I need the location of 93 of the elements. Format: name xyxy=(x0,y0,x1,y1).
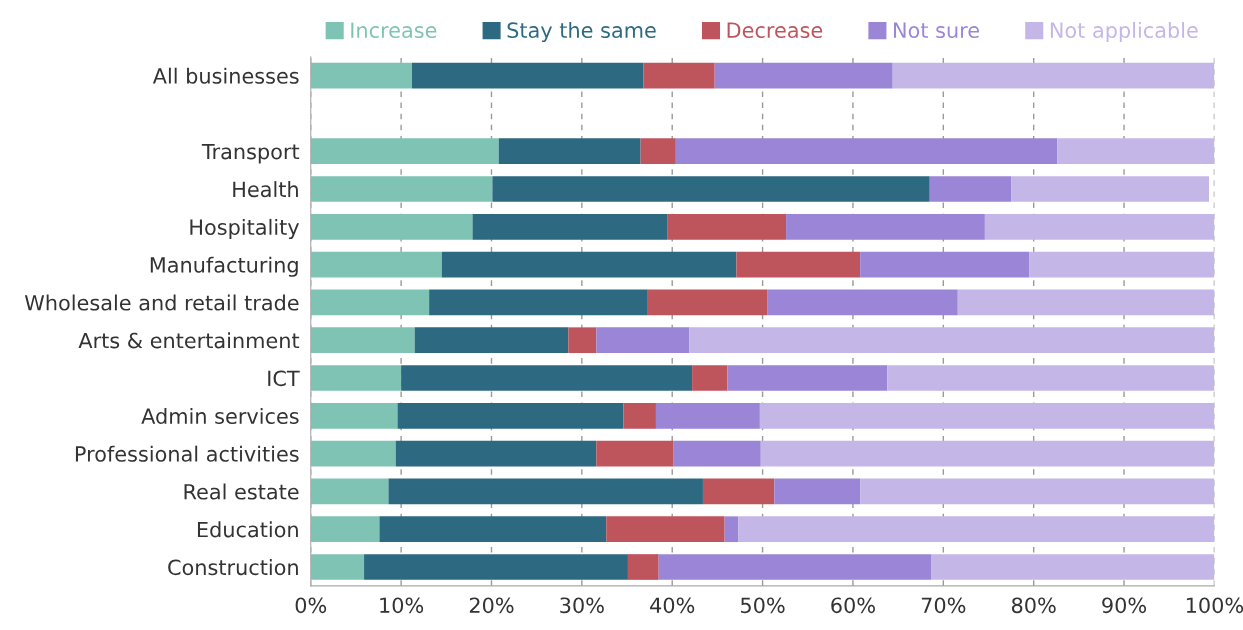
bar xyxy=(429,289,648,316)
bar xyxy=(401,365,693,391)
bar xyxy=(310,402,398,429)
legend-label: Decrease xyxy=(727,22,823,39)
legend-label: Not sure xyxy=(894,22,979,39)
bar xyxy=(643,62,715,89)
y-tick-label: Admin services xyxy=(141,407,299,425)
bar xyxy=(379,516,607,543)
x-tick-label: 40% xyxy=(650,597,695,614)
bar xyxy=(673,440,761,467)
x-tick-label: 100% xyxy=(1186,597,1243,614)
bar xyxy=(310,516,380,543)
bar xyxy=(647,289,768,316)
bar xyxy=(310,365,402,391)
bar xyxy=(310,554,365,580)
bar xyxy=(310,62,412,89)
x-tick-label: 0% xyxy=(295,597,327,614)
bar xyxy=(411,62,644,89)
bar xyxy=(606,516,725,543)
x-tick-label: 30% xyxy=(560,597,604,614)
legend-label: Increase xyxy=(351,22,437,39)
bar xyxy=(692,365,728,391)
bar xyxy=(984,213,1215,240)
bar xyxy=(364,554,628,580)
bar xyxy=(714,62,893,89)
y-tick-label: Hospitality xyxy=(190,218,300,240)
bar xyxy=(658,554,932,580)
bar xyxy=(736,251,861,278)
bar xyxy=(655,402,760,429)
bar xyxy=(498,138,641,165)
bar xyxy=(887,365,1215,391)
bar xyxy=(689,327,1215,354)
legend-label: Stay the same xyxy=(507,21,656,43)
bar xyxy=(892,62,1215,89)
x-tick-label: 60% xyxy=(831,597,875,614)
bar xyxy=(310,440,396,467)
bar xyxy=(759,402,1215,429)
bar xyxy=(640,138,676,165)
y-tick-label: Real estate xyxy=(184,483,299,500)
legend-label: Not applicable xyxy=(1050,21,1198,43)
y-tick-label: Wholesale and retail trade xyxy=(24,294,299,311)
bar xyxy=(931,554,1215,580)
bar xyxy=(724,516,739,543)
bar xyxy=(675,138,1058,165)
y-tick-label: ICT xyxy=(268,370,300,387)
y-tick-label: Manufacturing xyxy=(150,256,298,277)
bar xyxy=(702,478,775,505)
bar xyxy=(1029,251,1215,278)
y-tick-label: Health xyxy=(233,181,298,198)
bar xyxy=(860,251,1030,278)
bar xyxy=(957,289,1215,316)
x-tick-label: 20% xyxy=(469,597,514,614)
y-tick-label: Professional activities xyxy=(75,445,299,462)
y-tick-label: Arts & entertainment xyxy=(78,332,300,349)
bar xyxy=(1057,138,1215,165)
x-tick-label: 80% xyxy=(1011,597,1056,614)
bar xyxy=(472,213,668,240)
bar xyxy=(568,327,597,354)
bar xyxy=(727,365,888,391)
bar xyxy=(860,478,1215,505)
bar xyxy=(627,554,659,580)
x-tick-label: 90% xyxy=(1102,597,1147,614)
bar xyxy=(929,176,1012,202)
bar xyxy=(760,440,1215,467)
bar xyxy=(310,251,442,278)
bar xyxy=(774,478,861,505)
bar xyxy=(310,478,389,505)
bar xyxy=(767,289,958,316)
bar xyxy=(395,440,597,467)
bar xyxy=(310,176,493,202)
y-tick-label: Education xyxy=(197,521,298,538)
bar xyxy=(596,440,674,467)
bar xyxy=(388,478,703,505)
x-tick-label: 10% xyxy=(380,597,424,614)
bar xyxy=(310,213,473,240)
bar xyxy=(623,402,656,429)
y-tick-label: Construction xyxy=(168,559,298,576)
y-tick-label: Transport xyxy=(201,143,300,164)
bar xyxy=(397,402,624,429)
bar xyxy=(492,176,930,202)
bar xyxy=(667,213,787,240)
x-tick-label: 70% xyxy=(921,597,966,614)
bar xyxy=(310,289,430,316)
bar xyxy=(310,138,499,165)
bar xyxy=(441,251,737,278)
bar xyxy=(310,327,415,354)
y-tick-label: All businesses xyxy=(152,67,299,84)
bar xyxy=(596,327,690,354)
x-tick-label: 50% xyxy=(741,597,785,614)
bar xyxy=(738,516,1215,543)
bar xyxy=(786,213,985,240)
bar xyxy=(1011,176,1209,202)
bar xyxy=(414,327,569,354)
